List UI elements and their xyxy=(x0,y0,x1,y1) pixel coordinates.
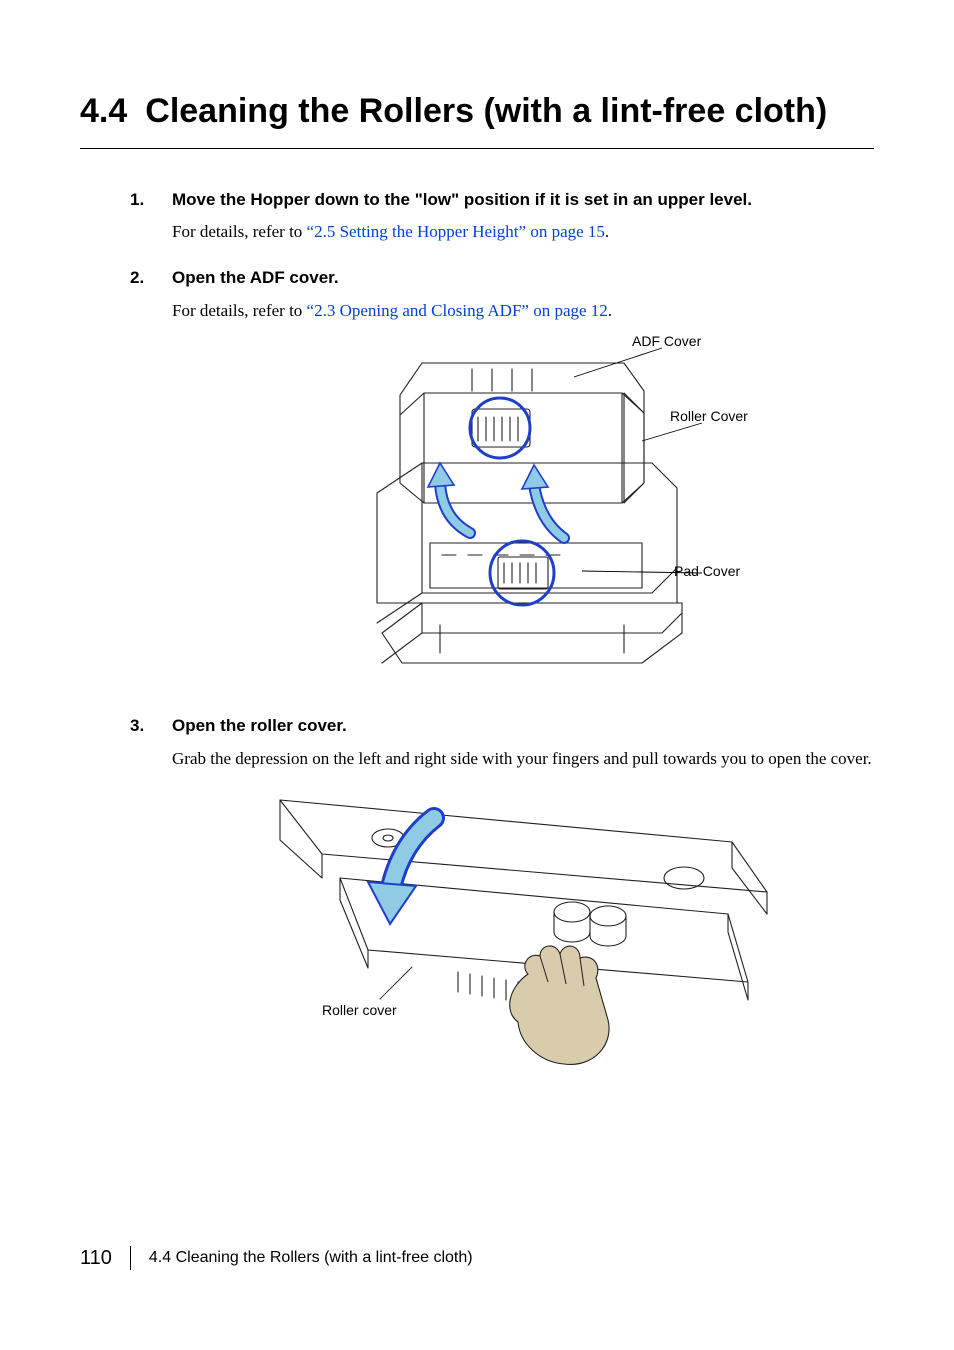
figure-label-roller-cover: Roller Cover xyxy=(670,408,748,424)
step-title: Open the roller cover. xyxy=(172,715,347,738)
section-heading: 4.4 Cleaning the Rollers (with a lint-fr… xyxy=(80,90,874,134)
figure-roller-cover: Roller cover xyxy=(172,782,874,1072)
page-footer: 110 4.4 Cleaning the Rollers (with a lin… xyxy=(80,1246,473,1270)
cross-reference-link[interactable]: “2.5 Setting the Hopper Height” on page … xyxy=(307,222,605,241)
step-body: Grab the depression on the left and righ… xyxy=(172,746,874,772)
section-title: Cleaning the Rollers (with a lint-free c… xyxy=(145,90,827,134)
step-number: 2. xyxy=(130,267,152,290)
heading-rule xyxy=(80,148,874,149)
figure-label-pad-cover: Pad Cover xyxy=(674,563,740,579)
cross-reference-link[interactable]: “2.3 Opening and Closing ADF” on page 12 xyxy=(307,301,608,320)
step-title: Move the Hopper down to the "low" positi… xyxy=(172,189,752,212)
highlight-circle-icon xyxy=(470,398,530,458)
step-lead: For details, refer to xyxy=(172,222,307,241)
step-tail: . xyxy=(608,301,612,320)
figure-label-adf-cover: ADF Cover xyxy=(632,333,701,349)
figure-adf-svg xyxy=(172,333,872,693)
step-number: 3. xyxy=(130,715,152,738)
step-title: Open the ADF cover. xyxy=(172,267,339,290)
page-number: 110 xyxy=(80,1247,112,1270)
step-tail: . xyxy=(605,222,609,241)
figure-label-roller-cover-lower: Roller cover xyxy=(322,1002,397,1018)
footer-separator xyxy=(130,1246,131,1270)
figure-roller-svg xyxy=(172,782,792,1072)
step-2: 2. Open the ADF cover. For details, refe… xyxy=(130,267,874,693)
step-lead: For details, refer to xyxy=(172,301,307,320)
step-1: 1. Move the Hopper down to the "low" pos… xyxy=(130,189,874,245)
motion-arrow-icon xyxy=(522,465,564,538)
step-3: 3. Open the roller cover. Grab the depre… xyxy=(130,715,874,1071)
highlight-circle-icon xyxy=(490,541,554,605)
section-number: 4.4 xyxy=(80,90,127,134)
hand-icon xyxy=(510,946,609,1065)
step-number: 1. xyxy=(130,189,152,212)
motion-arrow-icon xyxy=(368,818,434,924)
figure-adf-open: ADF Cover Roller Cover Pad Cover xyxy=(172,333,874,693)
footer-title: 4.4 Cleaning the Rollers (with a lint-fr… xyxy=(149,1249,473,1267)
motion-arrow-icon xyxy=(428,463,470,533)
